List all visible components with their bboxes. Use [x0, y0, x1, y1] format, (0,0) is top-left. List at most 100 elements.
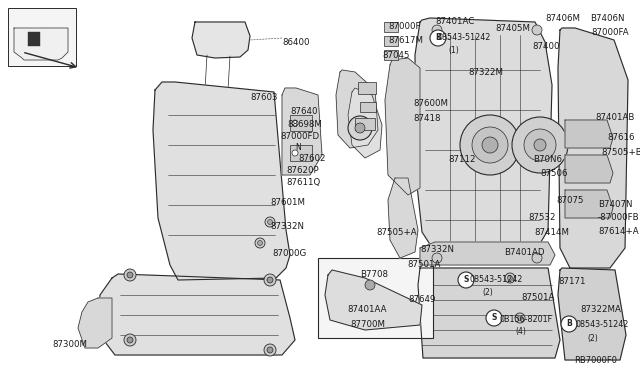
Bar	[355, 118, 375, 130]
Text: 87532: 87532	[528, 213, 556, 222]
Polygon shape	[415, 18, 552, 252]
Polygon shape	[98, 274, 295, 355]
Text: 87400: 87400	[532, 42, 559, 51]
Bar	[290, 145, 312, 161]
Circle shape	[267, 277, 273, 283]
Polygon shape	[14, 28, 68, 60]
Text: 87700M: 87700M	[350, 320, 385, 329]
Text: 87602: 87602	[298, 154, 326, 163]
Bar	[28, 32, 40, 46]
Text: 87620P: 87620P	[286, 166, 319, 175]
Text: 08543-51242: 08543-51242	[470, 275, 524, 284]
Text: 87611Q: 87611Q	[286, 178, 320, 187]
Circle shape	[255, 238, 265, 248]
Circle shape	[268, 219, 273, 224]
Bar	[290, 115, 312, 131]
Text: 87332N: 87332N	[420, 245, 454, 254]
Text: 87045: 87045	[382, 51, 410, 60]
Circle shape	[267, 347, 273, 353]
Text: B7406N: B7406N	[590, 14, 625, 23]
Circle shape	[515, 313, 525, 323]
Circle shape	[505, 273, 515, 283]
Polygon shape	[336, 70, 378, 148]
Bar	[358, 82, 376, 94]
Text: 08543-51242: 08543-51242	[438, 33, 492, 42]
Text: (4): (4)	[515, 327, 526, 336]
Text: 88698M: 88698M	[287, 120, 322, 129]
Circle shape	[472, 127, 508, 163]
Circle shape	[458, 272, 474, 288]
Text: 87171: 87171	[558, 277, 586, 286]
Text: 87401AB: 87401AB	[595, 113, 634, 122]
Circle shape	[257, 241, 262, 246]
Text: 87505+A: 87505+A	[376, 228, 417, 237]
Text: 87501A: 87501A	[521, 293, 554, 302]
Polygon shape	[78, 298, 112, 348]
Bar	[318, 258, 433, 338]
Text: 08543-51242: 08543-51242	[575, 320, 628, 329]
Circle shape	[124, 334, 136, 346]
Text: 87616: 87616	[607, 133, 634, 142]
Polygon shape	[153, 82, 290, 280]
Text: 87649: 87649	[408, 295, 435, 304]
Polygon shape	[558, 28, 628, 268]
Text: 87614+A: 87614+A	[598, 227, 639, 236]
Polygon shape	[388, 178, 418, 258]
Text: 87617M: 87617M	[388, 36, 423, 45]
Text: 0B156-8201F: 0B156-8201F	[499, 315, 552, 324]
Text: RB7000F0: RB7000F0	[574, 356, 617, 365]
Polygon shape	[565, 190, 613, 218]
Text: (1): (1)	[448, 46, 459, 55]
Bar	[360, 102, 376, 112]
Polygon shape	[192, 22, 250, 58]
Circle shape	[264, 274, 276, 286]
Bar	[384, 22, 398, 32]
Text: 87000FA: 87000FA	[591, 28, 628, 37]
Circle shape	[430, 30, 446, 46]
Text: 87603: 87603	[250, 93, 278, 102]
Circle shape	[348, 116, 372, 140]
Text: (2): (2)	[587, 334, 598, 343]
Polygon shape	[385, 58, 420, 195]
Text: S: S	[492, 314, 497, 323]
Text: 87401AA: 87401AA	[347, 305, 387, 314]
Polygon shape	[565, 120, 613, 148]
Text: B7407N: B7407N	[598, 200, 632, 209]
Circle shape	[292, 150, 298, 156]
Circle shape	[432, 25, 442, 35]
Polygon shape	[420, 242, 555, 265]
Polygon shape	[348, 88, 382, 158]
Circle shape	[508, 276, 513, 280]
Circle shape	[432, 253, 442, 263]
Text: B7708: B7708	[360, 270, 388, 279]
Polygon shape	[418, 268, 560, 358]
Text: 87414M: 87414M	[534, 228, 569, 237]
Text: 87112: 87112	[448, 155, 476, 164]
Circle shape	[512, 117, 568, 173]
Text: 87506: 87506	[540, 169, 568, 178]
Text: 86400: 86400	[282, 38, 310, 47]
Polygon shape	[325, 270, 422, 330]
Circle shape	[486, 310, 502, 326]
Text: B: B	[435, 33, 441, 42]
Circle shape	[365, 280, 375, 290]
Circle shape	[292, 120, 298, 126]
Circle shape	[518, 315, 522, 321]
Bar	[384, 50, 398, 60]
Text: 87000FD: 87000FD	[280, 132, 319, 141]
Circle shape	[127, 337, 133, 343]
Text: 87332N: 87332N	[270, 222, 304, 231]
Text: 87601M: 87601M	[270, 198, 305, 207]
Bar	[384, 36, 398, 46]
Text: 87640: 87640	[290, 107, 317, 116]
Text: 87600M: 87600M	[413, 99, 448, 108]
Text: 87300M: 87300M	[52, 340, 87, 349]
Circle shape	[127, 272, 133, 278]
Circle shape	[561, 316, 577, 332]
Text: 87000F: 87000F	[388, 22, 420, 31]
Circle shape	[524, 129, 556, 161]
Text: 87505+B: 87505+B	[601, 148, 640, 157]
Text: S: S	[463, 276, 468, 285]
Text: B: B	[566, 320, 572, 328]
Bar	[8, 8, 76, 66]
